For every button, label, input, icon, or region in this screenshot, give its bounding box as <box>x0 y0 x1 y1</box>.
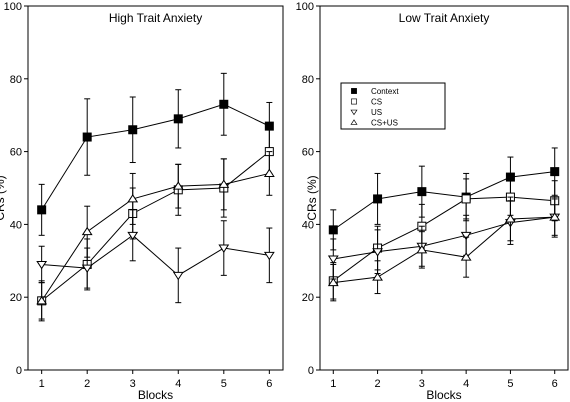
series-line <box>41 151 270 302</box>
data-point <box>172 271 184 281</box>
legend-box <box>340 82 446 130</box>
legend-marker-shape <box>350 119 358 125</box>
legend-marker <box>351 98 357 105</box>
series-line <box>41 172 270 302</box>
data-point <box>81 264 93 274</box>
data-point <box>37 205 47 215</box>
data-point <box>263 251 275 261</box>
legend-marker-shape <box>350 109 358 116</box>
y-tick-label: 80 <box>302 74 314 86</box>
y-tick-label: 0 <box>16 365 22 377</box>
data-point <box>263 168 275 177</box>
y-tick-label: 100 <box>296 1 314 13</box>
series-line <box>333 216 555 260</box>
series-cs <box>37 129 274 320</box>
legend-marker-shape <box>351 88 357 94</box>
y-tick-label: 0 <box>308 365 314 377</box>
y-tick-label: 40 <box>302 219 314 231</box>
series-cs-us <box>327 196 561 302</box>
data-point <box>218 244 230 253</box>
y-tick-label: 20 <box>10 292 22 304</box>
data-point <box>327 255 339 264</box>
data-point <box>461 194 471 204</box>
x-tick-label: 5 <box>507 378 513 390</box>
legend-label: CS+US <box>371 119 398 128</box>
data-point <box>218 179 230 188</box>
series-cs-us <box>36 151 275 322</box>
x-tick-label: 5 <box>221 378 227 390</box>
x-tick-label: 1 <box>330 378 336 390</box>
y-axis-label: CRs (%) <box>305 175 319 220</box>
data-point <box>219 99 229 109</box>
series-line <box>332 196 555 282</box>
data-point <box>81 226 93 236</box>
y-tick-label: 60 <box>10 147 22 159</box>
chart-title: Low Trait Anxiety <box>399 11 490 25</box>
x-axis-label: Blocks <box>138 388 173 402</box>
data-point <box>460 252 472 261</box>
x-tick-label: 6 <box>266 378 272 390</box>
data-point <box>416 244 428 254</box>
data-point <box>327 277 339 287</box>
data-point <box>127 193 139 203</box>
legend-label: Context <box>371 87 399 96</box>
y-tick-label: 60 <box>302 147 314 159</box>
series-line <box>333 216 555 284</box>
x-tick-label: 1 <box>39 378 45 390</box>
x-tick-label: 6 <box>552 378 558 390</box>
series-line <box>41 234 270 276</box>
data-point <box>172 181 184 190</box>
plot-frame <box>27 5 284 371</box>
data-point <box>36 295 48 305</box>
legend-marker-shape <box>351 98 357 105</box>
panel-low-trait-anxiety: Low Trait Anxiety 0 20 40 60 80 100 1 2 3 4 5 6 Block… <box>296 1 569 402</box>
series-context <box>37 72 274 236</box>
chart-title: High Trait Anxiety <box>109 11 202 25</box>
y-tick-label: 40 <box>10 219 22 231</box>
data-point <box>82 132 92 142</box>
legend-marker <box>351 88 357 94</box>
legend-marker <box>350 109 358 116</box>
x-tick-label: 2 <box>84 378 90 390</box>
legend-label: CS <box>371 98 382 107</box>
series-us <box>36 209 275 304</box>
series-line <box>41 103 270 211</box>
series-cs <box>328 178 560 300</box>
data-point <box>173 114 183 124</box>
data-point <box>264 121 274 131</box>
y-tick-label: 20 <box>302 292 314 304</box>
data-point <box>127 231 139 241</box>
x-axis-label: Blocks <box>426 388 461 402</box>
y-axis-label: CRs (%) <box>0 175 7 220</box>
y-tick-label: 80 <box>10 74 22 86</box>
data-point <box>128 125 138 135</box>
series-line <box>332 171 555 231</box>
legend-marker <box>350 119 358 125</box>
x-tick-label: 4 <box>175 378 181 390</box>
x-tick-label: 4 <box>463 378 469 390</box>
data-point <box>372 272 383 281</box>
x-tick-label: 2 <box>375 378 381 390</box>
data-point <box>417 187 427 197</box>
x-tick-label: 3 <box>419 378 425 390</box>
data-point <box>549 212 561 221</box>
data-point <box>550 167 560 177</box>
data-point <box>372 248 383 257</box>
series-context <box>328 147 560 251</box>
data-point <box>373 194 383 204</box>
data-point <box>505 214 516 223</box>
data-point <box>460 231 472 241</box>
x-tick-label: 3 <box>130 378 136 390</box>
panel-high-trait-anxiety: High Trait Anxiety 0 20 40 60 80 100 1 2 3 4 5 6 Bloc… <box>0 1 284 402</box>
plot-frame <box>319 5 569 371</box>
y-tick-label: 100 <box>4 1 22 13</box>
data-point <box>328 225 338 235</box>
legend-label: US <box>371 108 382 117</box>
data-point <box>36 260 48 270</box>
